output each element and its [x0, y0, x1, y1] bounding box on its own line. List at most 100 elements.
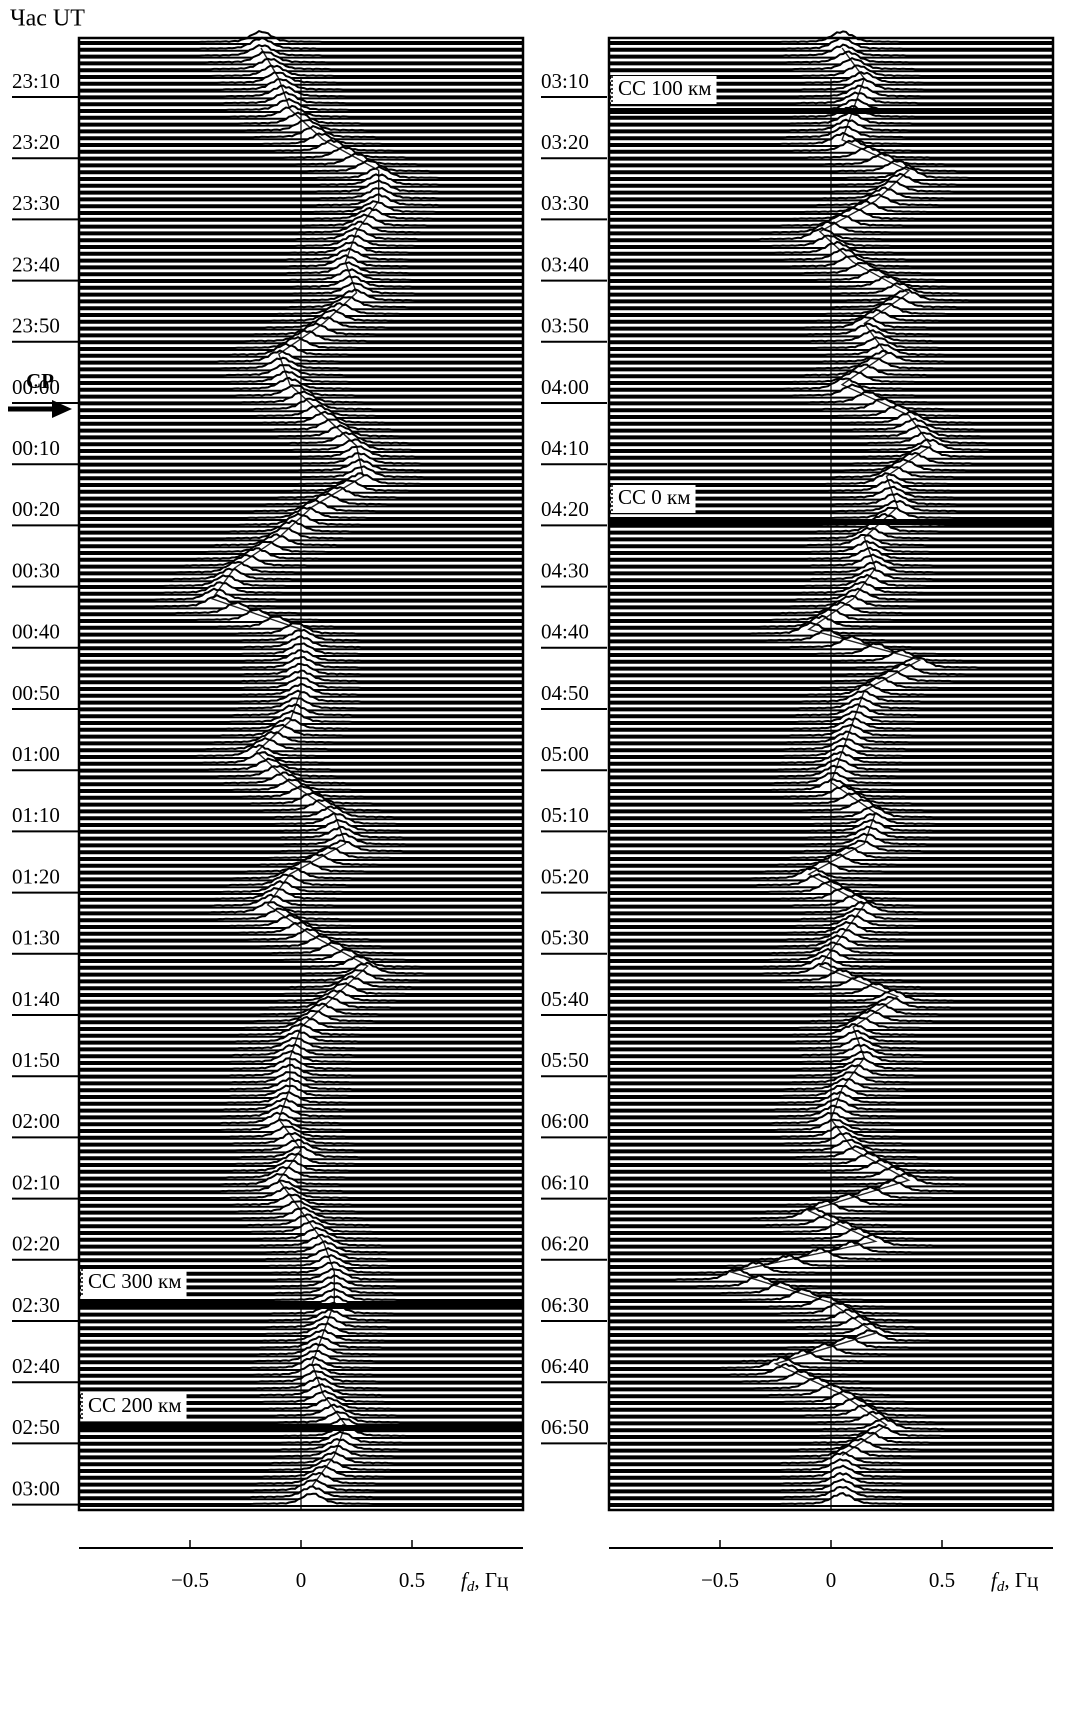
time-label: 02:50: [12, 1415, 60, 1439]
spectrum-line: [78, 288, 524, 304]
spectrum-line: [78, 1444, 524, 1460]
time-label: 06:20: [541, 1232, 589, 1256]
spectrum-line: [78, 581, 524, 596]
spectrum-line: [78, 281, 524, 297]
spectrum-line: [78, 574, 524, 589]
time-label: 03:10: [541, 69, 589, 93]
spectrum-line: [78, 424, 524, 440]
time-label: 01:50: [12, 1048, 60, 1072]
time-label: 04:40: [541, 620, 589, 644]
spectrum-line: [608, 662, 1054, 678]
spectrum-line: [608, 56, 1054, 73]
spectrum-line: [608, 1274, 1054, 1290]
time-label: 04:30: [541, 558, 589, 582]
spectrum-line: [608, 43, 1054, 59]
spectrum-line: [78, 268, 524, 283]
x-axis-label-part: , Гц: [474, 1568, 508, 1592]
time-label: 03:30: [541, 191, 589, 215]
time-label: 05:00: [541, 742, 589, 766]
spectrum-line: [608, 1254, 1054, 1269]
spectrum-line: [78, 57, 524, 73]
spectrum-line: [608, 669, 1054, 685]
spectrum-line: [608, 445, 1054, 460]
spectrum-line: [608, 145, 1054, 161]
spectrum-line: [608, 417, 1054, 433]
spectrum-line: [608, 1417, 1054, 1433]
spectrum-line: [78, 159, 524, 175]
spectrum-line: [78, 193, 524, 209]
spectrum-line: [78, 832, 524, 848]
time-label: 00:30: [12, 558, 60, 582]
x-axis-label-part: d: [997, 1579, 1005, 1595]
time-label: 02:10: [12, 1170, 60, 1194]
spectrum-line: [608, 172, 1054, 188]
spectrum-line: [78, 961, 524, 977]
spectrum-line: [78, 165, 524, 181]
spectrum-line: [78, 234, 524, 249]
spectrum-line: [608, 682, 1054, 698]
spectrum-line: [608, 1002, 1054, 1018]
spectrum-line: [608, 288, 1054, 304]
time-label: 05:40: [541, 987, 589, 1011]
spectrum-line: [608, 696, 1054, 712]
spectrum-line: [608, 1172, 1054, 1188]
time-label: 00:00: [12, 375, 60, 399]
spectrum-line: [78, 975, 524, 991]
annotation-box: [611, 76, 717, 104]
time-label: 06:10: [541, 1170, 589, 1194]
time-label: 05:50: [541, 1048, 589, 1072]
spectrum-line: [608, 1185, 1054, 1201]
annotation-box: [81, 1269, 187, 1297]
spectrum-line: [608, 534, 1054, 549]
x-axis-label-part: d: [467, 1579, 475, 1595]
time-label: 02:20: [12, 1232, 60, 1256]
spectrum-line: [78, 247, 524, 263]
annotation: СС 300 км: [88, 1269, 182, 1293]
spectrum-line: [608, 36, 1054, 52]
time-label: 03:20: [541, 130, 589, 154]
spectrum-line: [608, 275, 1054, 290]
spectrum-line: [608, 573, 1054, 589]
spectrum-line: [608, 567, 1054, 583]
x-axis-label: fd, Гц: [991, 1568, 1038, 1596]
spectrum-line: [78, 213, 524, 229]
spectrum-line: [608, 335, 1054, 351]
spectrum-line: [78, 587, 524, 603]
spectrum-line: [608, 295, 1054, 311]
spectrum-line: [608, 152, 1054, 168]
time-label: 05:10: [541, 803, 589, 827]
spectrum-line: [608, 900, 1054, 916]
spectrum-line: [78, 825, 524, 841]
spectrum-line: [608, 159, 1054, 175]
spectrum-line: [78, 955, 524, 970]
spectrum-line: [78, 36, 524, 52]
annotation-arrowhead: [52, 400, 72, 418]
spectrum-line: [78, 805, 524, 821]
time-label: 04:00: [541, 375, 589, 399]
spectrum-line: [608, 1267, 1054, 1283]
spectrum-line: [608, 812, 1054, 827]
spectrum-line: [78, 451, 524, 467]
spectrum-line: [608, 1430, 1054, 1446]
spectrum-line: [78, 948, 524, 963]
spectrum-line: [608, 397, 1054, 413]
time-label: 02:40: [12, 1354, 60, 1378]
annotation: СС 200 км: [88, 1393, 182, 1417]
spectrum-line: [78, 29, 524, 45]
time-label: 01:10: [12, 803, 60, 827]
time-label: 04:20: [541, 497, 589, 521]
spectrum-line: [608, 519, 1054, 535]
spectrum-line: [608, 465, 1054, 481]
x-axis-label-part: f: [461, 1568, 470, 1592]
spectrum-line: [608, 798, 1054, 814]
spectrum-line: [78, 206, 524, 222]
spectrum-line: [78, 302, 524, 317]
spectrum-line: [78, 431, 524, 447]
spectrum-line: [78, 145, 524, 161]
spectrum-line: [78, 438, 524, 453]
x-axis-label-part: , Гц: [1004, 1568, 1038, 1592]
spectrum-line: [608, 451, 1054, 467]
spectrum-line: [608, 995, 1054, 1011]
spectrum-line: [608, 180, 1054, 195]
